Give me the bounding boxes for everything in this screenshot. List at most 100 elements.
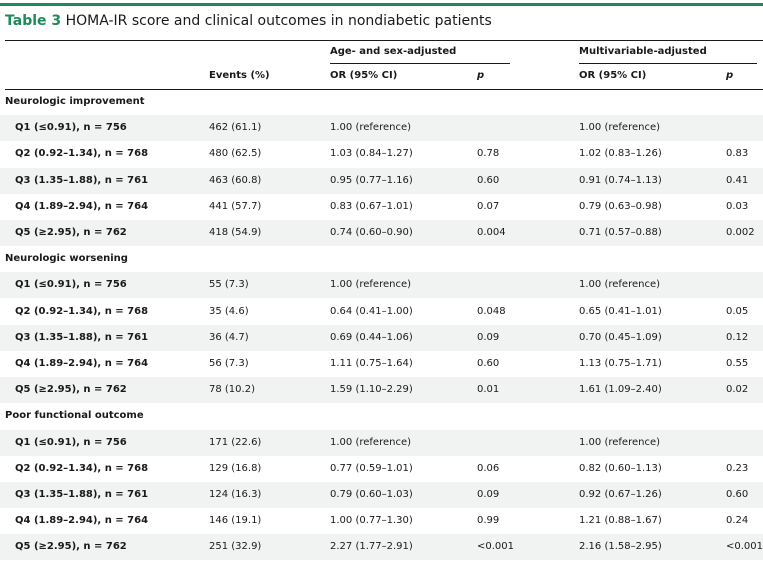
- cell-or-multivariable: 2.16 (1.58–2.95): [579, 541, 662, 553]
- cell-or-multivariable: 1.61 (1.09–2.40): [579, 384, 662, 396]
- cell-p-age-sex: 0.004: [477, 227, 506, 238]
- table-row: Q1 (≤0.91), n = 756 55 (7.3) 1.00 (referen…: [0, 272, 763, 299]
- table-row: Q2 (0.92–1.34), n = 768 480 (62.5) 1.03 (0…: [0, 141, 763, 167]
- cell-or-multivariable: 1.00 (reference): [579, 279, 660, 291]
- section-header-row: Neurologic improvement: [0, 89, 763, 115]
- cell-events: 418 (54.9): [209, 227, 262, 238]
- cell-or-multivariable: 0.65 (0.41–1.01): [579, 305, 662, 317]
- table-title: Table 3 HOMA-IR score and clinical outco…: [5, 12, 492, 30]
- section-header-row: Poor functional outcome: [0, 403, 763, 429]
- cell-p-multivariable: 0.83: [726, 148, 749, 160]
- cell-or-age-sex: 0.95 (0.77–1.16): [330, 174, 413, 186]
- cell-or-multivariable: 1.00 (reference): [579, 122, 660, 134]
- section-title: Neurologic improvement: [5, 96, 145, 107]
- table-row: Q5 (≥2.95), n = 762 418 (54.9) 0.74 (0.60–…: [0, 220, 763, 246]
- header-or-ci-2: OR (95% CI): [579, 70, 647, 81]
- cell-events: 124 (16.3): [209, 489, 262, 500]
- cell-p-multivariable: 0.12: [726, 331, 749, 343]
- cell-p-multivariable: 0.23: [726, 462, 749, 474]
- cell-p-age-sex: 0.07: [477, 200, 500, 212]
- row-label: Q1 (≤0.91), n = 756: [15, 436, 127, 448]
- cell-events: 35 (4.6): [209, 305, 249, 317]
- cell-or-age-sex: 1.59 (1.10–2.29): [330, 384, 413, 396]
- cell-or-age-sex: 1.00 (reference): [330, 122, 411, 134]
- row-label: Q4 (1.89–2.94), n = 764: [15, 358, 149, 369]
- row-label: Q2 (0.92–1.34), n = 768: [15, 462, 149, 474]
- cell-p-age-sex: <0.001: [477, 541, 515, 553]
- cell-events: 462 (61.1): [209, 122, 262, 134]
- cell-or-multivariable: 1.00 (reference): [579, 436, 660, 448]
- cell-or-age-sex: 2.27 (1.77–2.91): [330, 541, 413, 553]
- table-row: Q5 (≥2.95), n = 762 78 (10.2) 1.59 (1.10–2…: [0, 377, 763, 404]
- cell-or-multivariable: 0.70 (0.45–1.09): [579, 331, 662, 343]
- cell-or-multivariable: 0.82 (0.60–1.13): [579, 462, 662, 474]
- header-group-age-sex: Age- and sex-adjusted: [330, 46, 457, 57]
- header-events: Events (%): [209, 70, 270, 81]
- table-row: Q4 (1.89–2.94), n = 764 441 (57.7) 0.83 (0…: [0, 194, 763, 220]
- header-top-rule: [5, 40, 763, 41]
- cell-p-multivariable: 0.55: [726, 358, 749, 369]
- row-label: Q3 (1.35–1.88), n = 761: [15, 331, 149, 343]
- row-label: Q4 (1.89–2.94), n = 764: [15, 515, 149, 527]
- cell-events: 55 (7.3): [209, 279, 249, 291]
- table-row: Q2 (0.92–1.34), n = 768 35 (4.6) 0.64 (0.4…: [0, 299, 763, 325]
- section-header-row: Neurologic worsening: [0, 246, 763, 272]
- cell-or-multivariable: 0.79 (0.63–0.98): [579, 200, 662, 212]
- cell-p-multivariable: 0.24: [726, 515, 749, 527]
- table-row: Q3 (1.35–1.88), n = 761 463 (60.8) 0.95 (0…: [0, 167, 763, 194]
- row-label: Q3 (1.35–1.88), n = 761: [15, 174, 149, 186]
- header-or-ci-1: OR (95% CI): [330, 70, 398, 81]
- row-label: Q1 (≤0.91), n = 756: [15, 122, 127, 134]
- cell-p-age-sex: 0.99: [477, 515, 500, 527]
- cell-p-age-sex: 0.09: [477, 331, 500, 343]
- row-label: Q3 (1.35–1.88), n = 761: [15, 489, 149, 500]
- row-label: Q5 (≥2.95), n = 762: [15, 227, 127, 238]
- cell-p-age-sex: 0.78: [477, 148, 500, 160]
- cell-or-age-sex: 1.00 (0.77–1.30): [330, 515, 413, 527]
- cell-events: 441 (57.7): [209, 200, 262, 212]
- cell-events: 36 (4.7): [209, 331, 249, 343]
- table-row: Q4 (1.89–2.94), n = 764 56 (7.3) 1.11 (0.7…: [0, 351, 763, 377]
- cell-p-multivariable: 0.60: [726, 489, 749, 500]
- row-label: Q1 (≤0.91), n = 756: [15, 279, 127, 291]
- section-title: Neurologic worsening: [5, 253, 128, 265]
- header-bottom-rule: [5, 89, 763, 90]
- header-p-1: p: [477, 70, 485, 81]
- cell-or-age-sex: 0.69 (0.44–1.06): [330, 331, 413, 343]
- header-p-2: p: [726, 70, 734, 81]
- table-number: Table 3: [5, 13, 62, 29]
- cell-or-age-sex: 0.83 (0.67–1.01): [330, 200, 413, 212]
- row-label: Q4 (1.89–2.94), n = 764: [15, 200, 149, 212]
- cell-or-age-sex: 1.03 (0.84–1.27): [330, 148, 413, 160]
- cell-or-age-sex: 1.11 (0.75–1.64): [330, 358, 413, 369]
- cell-or-multivariable: 0.91 (0.74–1.13): [579, 174, 662, 186]
- cell-or-multivariable: 0.92 (0.67–1.26): [579, 489, 662, 500]
- cell-events: 251 (32.9): [209, 541, 262, 553]
- section-title: Poor functional outcome: [5, 410, 144, 422]
- row-label: Q5 (≥2.95), n = 762: [15, 541, 127, 553]
- cell-p-age-sex: 0.048: [477, 305, 506, 317]
- table-row: Q1 (≤0.91), n = 756 462 (61.1) 1.00 (refer…: [0, 115, 763, 142]
- cell-p-age-sex: 0.06: [477, 462, 500, 474]
- table-row: Q2 (0.92–1.34), n = 768 129 (16.8) 0.77 (0…: [0, 456, 763, 482]
- group-rule-multivariable: [579, 63, 757, 64]
- table-caption: HOMA-IR score and clinical outcomes in n…: [65, 13, 492, 29]
- cell-or-multivariable: 1.13 (0.75–1.71): [579, 358, 662, 369]
- cell-events: 480 (62.5): [209, 148, 262, 160]
- cell-or-multivariable: 1.21 (0.88–1.67): [579, 515, 662, 527]
- cell-p-multivariable: 0.05: [726, 305, 749, 317]
- table-row: Q5 (≥2.95), n = 762 251 (32.9) 2.27 (1.77–…: [0, 534, 763, 561]
- cell-events: 463 (60.8): [209, 174, 262, 186]
- cell-or-age-sex: 0.64 (0.41–1.00): [330, 305, 413, 317]
- cell-or-age-sex: 1.00 (reference): [330, 279, 411, 291]
- cell-or-age-sex: 0.79 (0.60–1.03): [330, 489, 413, 500]
- row-label: Q2 (0.92–1.34), n = 768: [15, 305, 149, 317]
- group-rule-age-sex: [330, 63, 510, 64]
- header-group-multivariable: Multivariable-adjusted: [579, 46, 707, 57]
- row-label: Q5 (≥2.95), n = 762: [15, 384, 127, 396]
- cell-or-multivariable: 0.71 (0.57–0.88): [579, 227, 662, 238]
- cell-events: 78 (10.2): [209, 384, 255, 396]
- top-accent-bar: [0, 3, 763, 6]
- cell-events: 129 (16.8): [209, 462, 262, 474]
